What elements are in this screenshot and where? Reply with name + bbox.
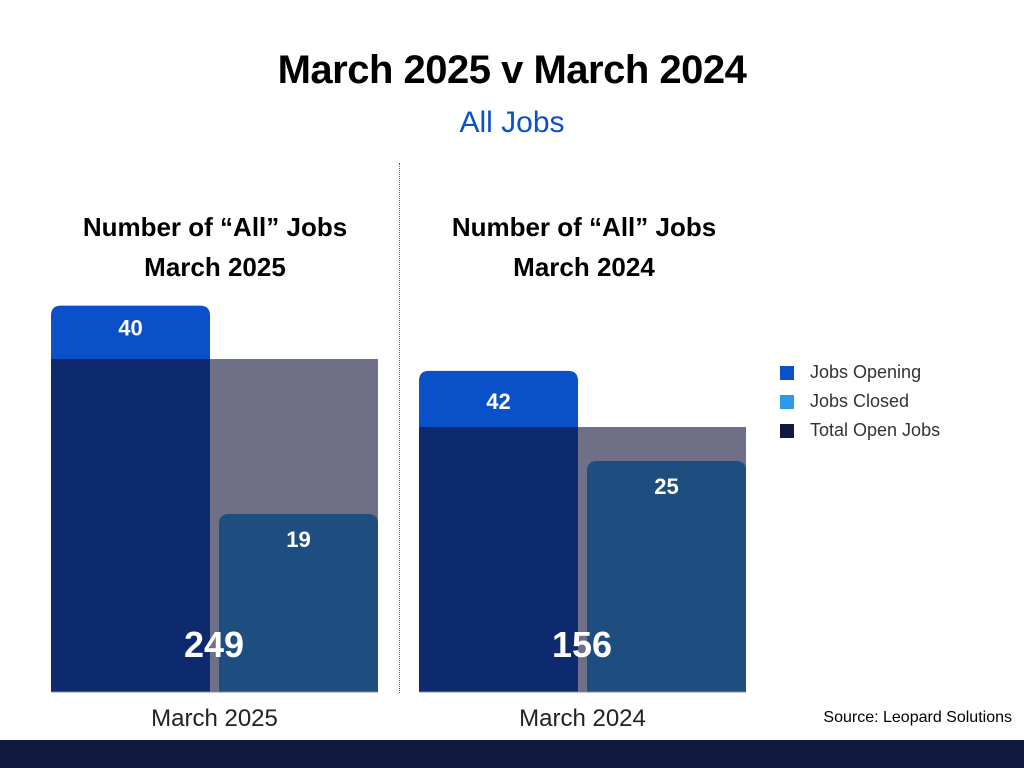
legend-item-jobs-closed: Jobs Closed: [780, 387, 940, 416]
legend-swatch-jobs-opening: [780, 365, 794, 380]
label-total-open-jobs-march-2025: 249: [184, 624, 244, 665]
bar-total-open-jobs-march-2024: [419, 427, 578, 692]
x-axis-label-march-2025: March 2025: [151, 705, 278, 732]
panel-title-2025: Number of “All” Jobs March 2025: [50, 207, 380, 287]
legend-label-jobs-opening: Jobs Opening: [810, 362, 922, 382]
chart-subtitle: All Jobs: [459, 106, 565, 139]
label-total-open-jobs-march-2024: 156: [552, 624, 612, 665]
legend-item-jobs-opening: Jobs Opening: [780, 358, 940, 387]
source-note: Source: Leopard Solutions: [823, 709, 1012, 726]
legend-swatch-total-open-jobs: [780, 423, 794, 438]
panel-title-2024: Number of “All” Jobs March 2024: [419, 207, 749, 287]
legend-label-total-open-jobs: Total Open Jobs: [810, 420, 941, 440]
panel-title-2024-line2: March 2024: [513, 252, 655, 282]
panel-title-2024-line1: Number of “All” Jobs: [451, 212, 717, 242]
legend-swatch-jobs-closed: [780, 394, 794, 409]
panel-title-2025-line1: Number of “All” Jobs: [82, 212, 348, 242]
label-jobs-closed-march-2025: 19: [286, 527, 310, 552]
legend-item-total-open-jobs: Total Open Jobs: [780, 416, 940, 445]
chart-title: March 2025 v March 2024: [277, 48, 747, 92]
label-jobs-closed-march-2024: 25: [654, 474, 678, 499]
bar-total-open-jobs-march-2025: [51, 359, 210, 692]
bar-chart: 40 19 249 March 2025 42 25 156 March 2024: [51, 305, 746, 732]
label-jobs-opening-march-2024: 42: [486, 389, 510, 414]
bar-jobs-closed-march-2025: [219, 514, 378, 692]
panel-divider: [399, 163, 400, 693]
footer-bar: [0, 740, 1024, 768]
legend-label-jobs-closed: Jobs Closed: [810, 391, 910, 411]
legend: Jobs Opening Jobs Closed Total Open Jobs: [780, 358, 940, 445]
bar-jobs-closed-march-2024: [587, 461, 746, 692]
panel-title-2025-line2: March 2025: [144, 252, 286, 282]
label-jobs-opening-march-2025: 40: [118, 316, 142, 341]
x-axis-label-march-2024: March 2024: [519, 705, 646, 732]
